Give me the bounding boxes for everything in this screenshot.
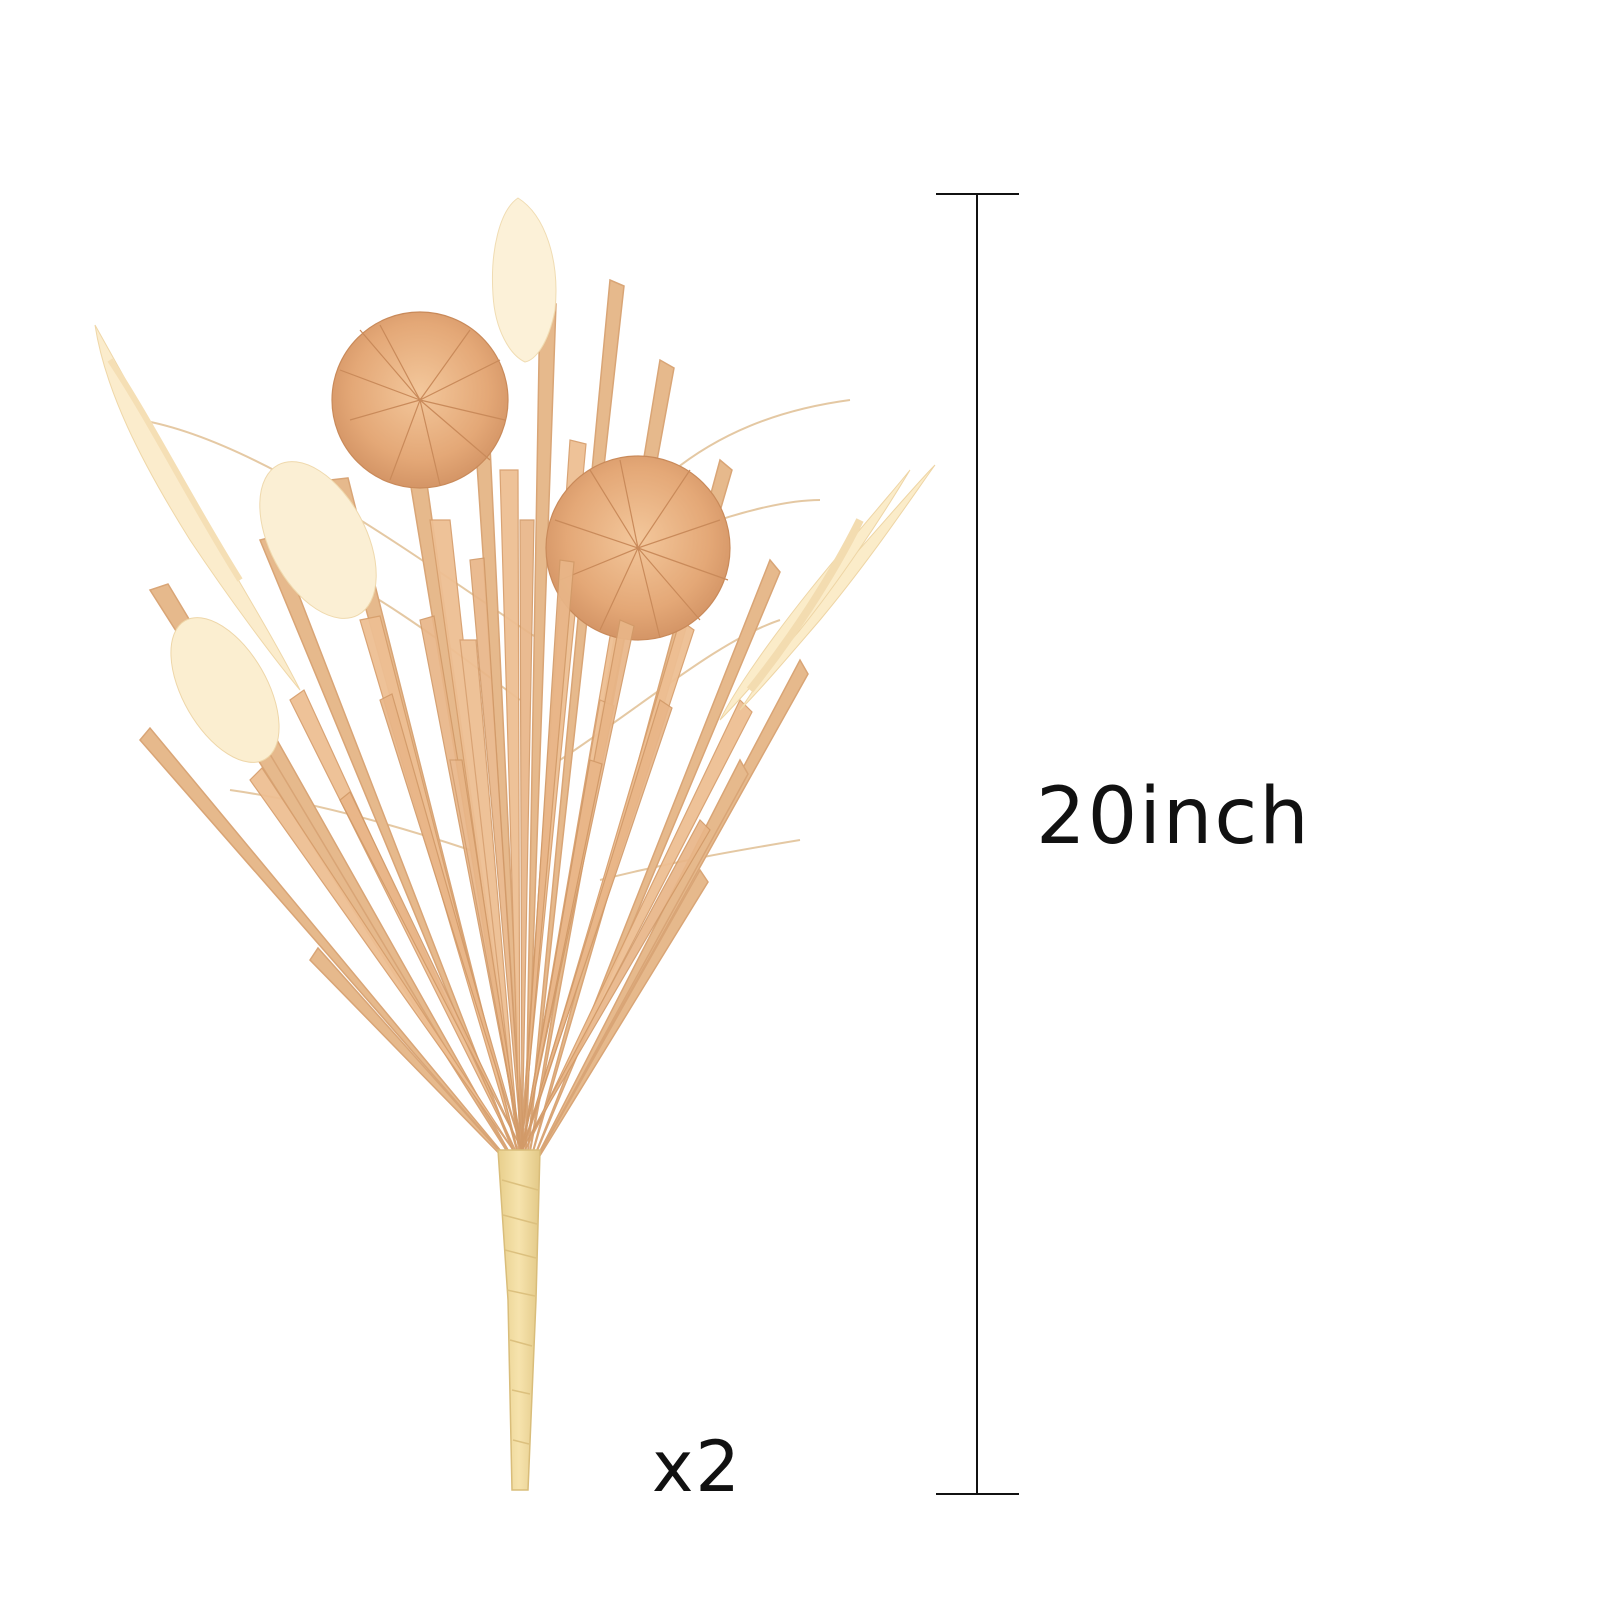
quantity-label: x2 <box>652 1426 742 1508</box>
cream-plume-center-left <box>259 461 377 619</box>
pompom-flower-right <box>545 455 731 641</box>
dimension-bottom-cap <box>936 1493 1019 1495</box>
wrapped-stem <box>497 1149 541 1491</box>
cream-plume-lower-left <box>170 617 280 763</box>
cream-plume-left <box>94 324 301 691</box>
pompom-flower-left <box>331 311 509 489</box>
dimension-line <box>976 193 978 1494</box>
grass-blades-front <box>339 519 711 1151</box>
cream-plumes-right <box>719 464 936 721</box>
height-dimension-label: 20inch <box>1036 772 1311 862</box>
cream-plume-top <box>492 197 557 363</box>
